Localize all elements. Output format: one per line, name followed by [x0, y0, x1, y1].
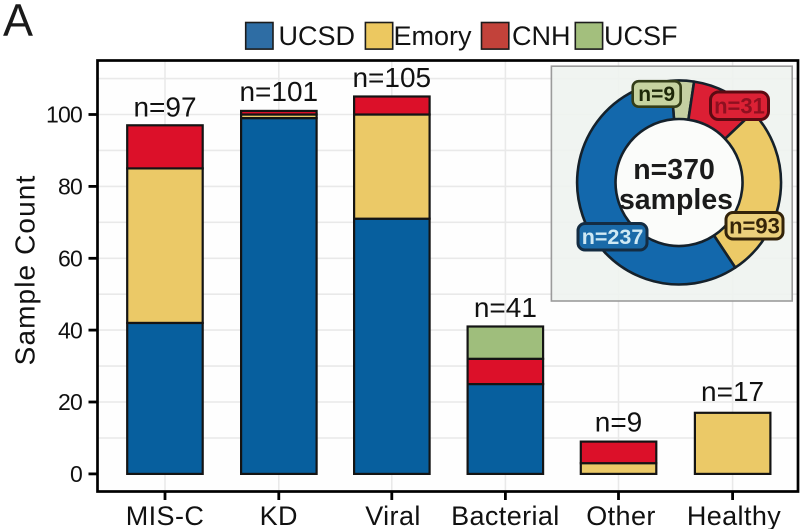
svg-text:Other: Other — [586, 501, 656, 529]
svg-text:UCSF: UCSF — [604, 21, 678, 51]
svg-text:Healthy: Healthy — [687, 501, 781, 529]
svg-text:MIS-C: MIS-C — [126, 501, 205, 529]
svg-text:Bacterial: Bacterial — [451, 501, 560, 529]
svg-text:n=31: n=31 — [714, 94, 765, 119]
svg-text:n=9: n=9 — [595, 407, 643, 438]
svg-text:20: 20 — [58, 389, 82, 415]
svg-text:Emory: Emory — [394, 21, 473, 51]
svg-text:n=93: n=93 — [729, 214, 780, 239]
svg-text:n=97: n=97 — [133, 91, 196, 122]
svg-text:Viral: Viral — [365, 501, 421, 529]
svg-text:Sample Count: Sample Count — [10, 175, 41, 366]
svg-text:n=105: n=105 — [352, 62, 431, 93]
svg-text:40: 40 — [58, 317, 82, 343]
svg-text:UCSD: UCSD — [279, 21, 356, 51]
svg-text:100: 100 — [46, 102, 82, 128]
svg-text:n=237: n=237 — [582, 225, 644, 249]
svg-text:0: 0 — [70, 461, 82, 487]
svg-text:n=41: n=41 — [474, 292, 537, 323]
svg-text:n=9: n=9 — [638, 83, 675, 106]
svg-text:CNH: CNH — [512, 21, 571, 51]
svg-text:80: 80 — [58, 174, 82, 200]
svg-text:samples: samples — [619, 184, 733, 216]
svg-text:n=101: n=101 — [239, 76, 318, 107]
svg-text:n=370: n=370 — [633, 154, 715, 186]
svg-text:KD: KD — [260, 501, 298, 529]
svg-text:n=17: n=17 — [701, 376, 764, 407]
svg-text:60: 60 — [58, 246, 82, 272]
svg-text:A: A — [3, 0, 33, 46]
